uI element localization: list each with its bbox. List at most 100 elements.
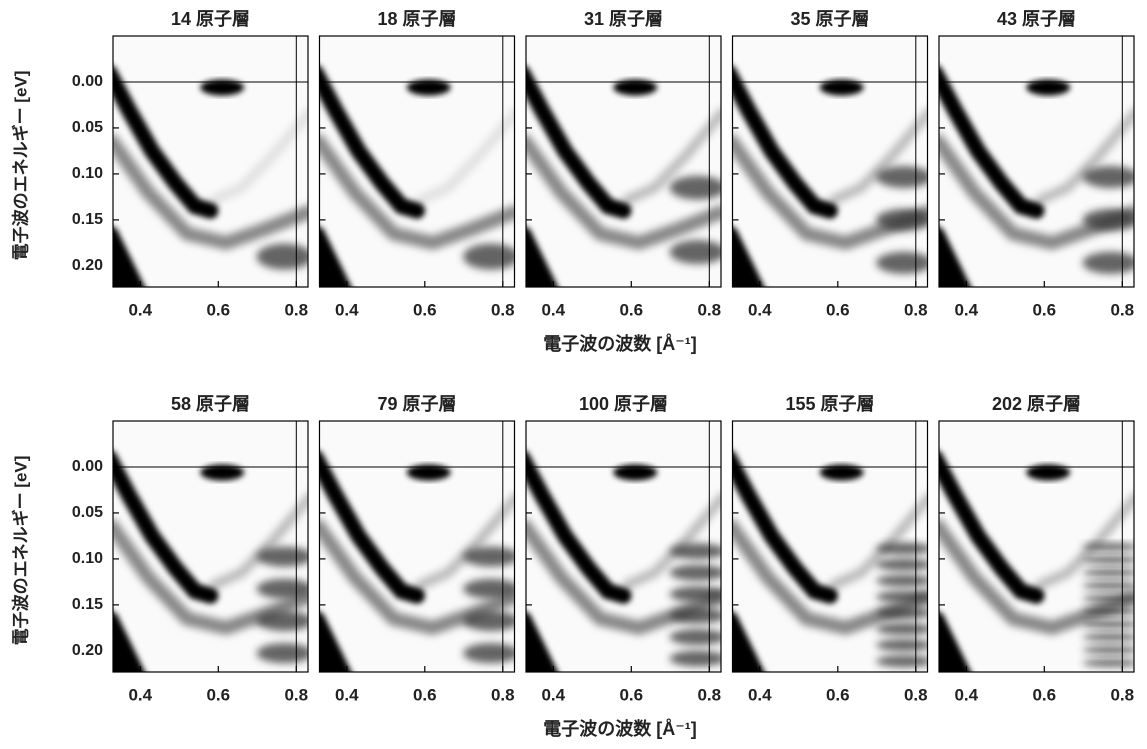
x-tick-label: 0.8 (491, 685, 515, 704)
x-tick-label: 0.4 (748, 300, 772, 319)
x-tick-label: 0.6 (619, 685, 643, 704)
x-tick-label: 0.4 (541, 685, 565, 704)
subband (876, 639, 932, 651)
panel-title: 100 原子層 (579, 394, 668, 414)
y-axis-label: 電子波のエネルギー [eV] (10, 456, 30, 646)
x-tick-label: 0.6 (826, 685, 850, 704)
subband (463, 244, 519, 270)
subband (257, 244, 313, 270)
panel-title: 58 原子層 (171, 394, 250, 414)
subband (1083, 582, 1139, 590)
subband (463, 643, 519, 663)
x-tick-label: 0.8 (491, 300, 515, 319)
x-tick-label: 0.4 (128, 300, 152, 319)
subband (1083, 594, 1139, 602)
subband (876, 166, 932, 188)
subband (876, 607, 932, 619)
intensity-map (927, 421, 1138, 678)
panel: 18 原子層 0.4 0.6 0.8 (308, 9, 519, 320)
panel-title: 31 原子層 (584, 9, 663, 29)
intensity-map (101, 421, 312, 678)
panel-title: 155 原子層 (785, 394, 874, 414)
figure: 電子波のエネルギー [eV] 電子波の波数 [Å⁻¹] 電子波のエネルギー [eV]… (0, 0, 1147, 744)
x-tick-label: 0.8 (284, 685, 308, 704)
panel-title: 35 原子層 (790, 9, 869, 29)
background (320, 421, 515, 672)
y-tick-label: 0.00 (72, 73, 103, 90)
x-axis-label: 電子波の波数 [Å⁻¹] (543, 718, 696, 739)
x-tick-label: 0.4 (128, 685, 152, 704)
x-tick-label: 0.6 (1032, 685, 1056, 704)
subband (1083, 569, 1139, 577)
x-tick-label: 0.6 (413, 685, 437, 704)
background (113, 421, 308, 672)
subband (463, 611, 519, 631)
panel: 14 原子層0.000.050.100.150.200.40.60.8 (72, 9, 313, 320)
subband (463, 579, 519, 599)
y-tick-label: 0.10 (72, 550, 103, 567)
subband (670, 176, 726, 200)
panel-title: 18 原子層 (377, 9, 456, 29)
y-tick-label: 0.20 (72, 642, 103, 659)
panel: 100 原子層 0.4 0.6 0.8 (514, 394, 725, 705)
intensity-map (101, 36, 312, 293)
subband (876, 591, 932, 603)
x-axis-label: 電子波の波数 [Å⁻¹] (543, 333, 696, 354)
background (733, 36, 928, 287)
y-tick-label: 0.15 (72, 596, 103, 613)
intensity-map (308, 36, 519, 293)
y-axis-label: 電子波のエネルギー [eV] (10, 71, 30, 261)
x-tick-label: 0.6 (206, 685, 230, 704)
subband (876, 655, 932, 667)
y-tick-label: 0.20 (72, 257, 103, 274)
y-tick-label: 0.05 (72, 504, 103, 521)
subband (257, 547, 313, 567)
y-tick-label: 0.10 (72, 165, 103, 182)
x-tick-label: 0.6 (1032, 300, 1056, 319)
subband (670, 565, 726, 581)
subband (1083, 166, 1139, 188)
subband (463, 547, 519, 567)
panel: 202 原子層0.40.60.8 (927, 394, 1138, 705)
subband (670, 240, 726, 264)
y-tick-label: 0.05 (72, 119, 103, 136)
x-tick-label: 0.4 (954, 685, 978, 704)
panel-title: 202 原子層 (992, 394, 1081, 414)
x-tick-label: 0.4 (954, 300, 978, 319)
panel-title: 14 原子層 (171, 9, 250, 29)
y-tick-label: 0.15 (72, 211, 103, 228)
intensity-map (927, 36, 1138, 293)
x-tick-label: 0.8 (697, 685, 721, 704)
subband (876, 209, 932, 231)
x-tick-label: 0.4 (335, 300, 359, 319)
subband (876, 559, 932, 571)
y-tick-label: 0.00 (72, 458, 103, 475)
subband (1083, 209, 1139, 231)
subband (670, 651, 726, 667)
subband (876, 575, 932, 587)
subband (670, 629, 726, 645)
subband (1083, 556, 1139, 564)
panel: 58 原子層 0.00 0.05 0.10 0.15 0.20 0.4 0.6 0.8 (72, 394, 313, 705)
panel-title: 79 原子層 (377, 394, 456, 414)
panel: 43 原子層0.40.60.8 (927, 9, 1138, 320)
subband (670, 586, 726, 602)
subband (1083, 620, 1139, 628)
subband (1083, 543, 1139, 551)
panel-title: 43 原子層 (997, 9, 1076, 29)
x-tick-label: 0.8 (904, 685, 928, 704)
x-tick-label: 0.8 (284, 300, 308, 319)
subband (1083, 646, 1139, 654)
background (939, 36, 1134, 287)
subband (1083, 659, 1139, 667)
intensity-map (514, 421, 725, 678)
x-tick-label: 0.6 (413, 300, 437, 319)
x-tick-label: 0.4 (541, 300, 565, 319)
subband (670, 543, 726, 559)
x-tick-label: 0.8 (697, 300, 721, 319)
x-tick-label: 0.6 (619, 300, 643, 319)
subband (1083, 252, 1139, 274)
